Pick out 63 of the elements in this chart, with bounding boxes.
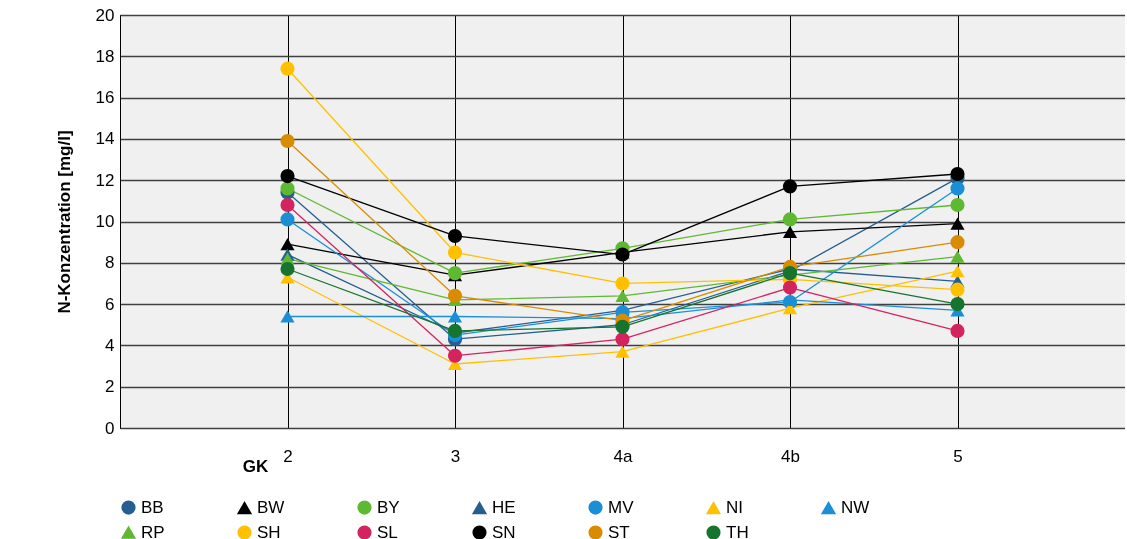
legend-label: SN: [492, 522, 516, 539]
point: [950, 217, 965, 230]
y-tick-label: 0: [105, 418, 115, 438]
point: [280, 238, 295, 251]
legend-label: HE: [492, 498, 516, 518]
point: [280, 261, 295, 277]
y-tick-label: 6: [105, 294, 115, 314]
point: [782, 212, 798, 227]
y-tick-label: 10: [95, 212, 115, 231]
point: [447, 245, 463, 260]
y-tick-label: 12: [95, 170, 115, 190]
point: [950, 197, 965, 213]
point: [447, 348, 463, 363]
point: [280, 197, 295, 213]
y-tick-label: 8: [105, 253, 115, 273]
legend-label: NW: [841, 498, 870, 518]
y-tick-label: 20: [95, 5, 115, 25]
point: [950, 297, 965, 312]
point: [280, 169, 295, 184]
legend-label: MV: [608, 497, 635, 517]
point: [280, 181, 295, 196]
y-tick-label: 14: [95, 129, 115, 149]
x-tick-label: 3: [450, 446, 461, 466]
point: [950, 235, 965, 250]
point: [950, 181, 965, 196]
point: [950, 282, 965, 297]
y-tick-label: 2: [105, 377, 115, 397]
point: [615, 345, 630, 358]
point: [447, 228, 463, 244]
point: [950, 166, 965, 182]
y-tick-label: 18: [95, 46, 115, 66]
legend-label: ST: [608, 522, 630, 539]
x-tick-label: 2: [283, 446, 293, 466]
point: [950, 264, 965, 278]
legend-label: SH: [257, 522, 281, 539]
point: [447, 288, 463, 303]
point: [447, 310, 463, 323]
y-tick-label: 4: [105, 335, 115, 355]
legend-label: BY: [377, 497, 400, 517]
point: [280, 310, 295, 323]
legend-label: RP: [141, 522, 165, 539]
legend-label: SL: [377, 522, 398, 539]
point: [615, 332, 630, 347]
y-tick-label: 16: [95, 88, 115, 108]
legend-label: NI: [726, 498, 743, 518]
point: [950, 250, 965, 263]
x-tick-label: 5: [953, 446, 963, 466]
legend-label: BW: [257, 498, 285, 518]
point: [782, 225, 798, 238]
point: [782, 179, 798, 194]
point: [615, 289, 630, 302]
x-tick-label: 4a: [613, 446, 633, 466]
point: [280, 133, 295, 149]
point: [280, 61, 295, 76]
point: [782, 280, 798, 295]
x-tick-label: 4b: [781, 446, 800, 466]
x-axis-title: GK: [242, 456, 269, 476]
point: [615, 276, 630, 291]
point: [280, 212, 295, 227]
y-axis-title: N-Konzentration [mg/l]: [54, 130, 74, 314]
legend-label: BB: [141, 497, 164, 517]
legend-label: TH: [726, 522, 749, 539]
point: [950, 323, 965, 338]
